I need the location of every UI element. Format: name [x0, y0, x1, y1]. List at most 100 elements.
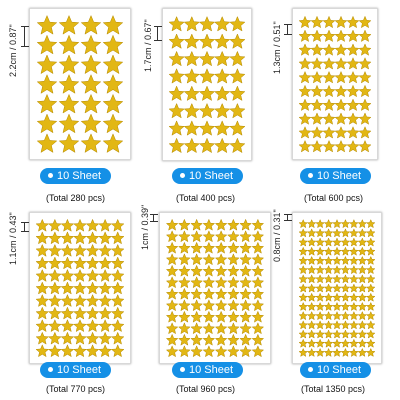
star-sticker-icon	[85, 319, 100, 333]
star-sticker-icon	[334, 15, 348, 29]
star-sticker-icon	[365, 228, 376, 238]
star-sticker-icon	[365, 301, 376, 311]
star-sticker-icon	[251, 310, 265, 323]
star-sticker-icon	[365, 320, 376, 330]
star-sticker-icon	[332, 347, 342, 357]
star-sticker-icon	[251, 241, 265, 254]
star-sticker-icon	[251, 253, 265, 266]
star-sticker-icon	[35, 231, 50, 245]
star-sticker-icon	[98, 344, 112, 358]
sheet-count-badge-3: 10 Sheet	[300, 168, 372, 184]
star-sticker-icon	[298, 15, 312, 29]
star-sticker-icon	[58, 54, 80, 75]
star-sticker-icon	[102, 133, 124, 153]
star-sticker-icon	[227, 299, 240, 312]
star-sticker-icon	[202, 241, 216, 254]
star-sticker-icon	[202, 276, 216, 289]
star-sticker-icon	[168, 137, 185, 154]
total-count-5: (Total 960 pcs)	[176, 384, 236, 394]
star-sticker-icon	[36, 133, 58, 153]
star-sticker-icon	[322, 139, 336, 153]
star-sticker-icon	[36, 54, 58, 75]
star-sticker-icon	[332, 301, 342, 311]
star-sticker-icon	[357, 347, 368, 357]
star-sticker-icon	[298, 274, 309, 284]
star-sticker-icon	[58, 74, 80, 94]
star-sticker-icon	[306, 301, 317, 311]
star-sticker-icon	[251, 230, 265, 243]
star-sticker-icon	[73, 319, 87, 333]
star-sticker-icon	[202, 322, 216, 335]
star-sticker-icon	[60, 306, 75, 320]
star-sticker-icon	[315, 338, 325, 348]
star-sticker-icon	[322, 112, 336, 125]
star-sticker-icon	[239, 287, 252, 300]
total-count-3: (Total 600 pcs)	[304, 193, 364, 203]
star-sticker-icon	[322, 43, 336, 56]
star-sticker-icon	[214, 230, 228, 243]
star-sticker-icon	[323, 347, 334, 357]
star-grid-5	[165, 218, 265, 358]
star-sticker-icon	[214, 50, 231, 67]
star-grid-2	[168, 15, 246, 154]
star-sticker-icon	[214, 102, 231, 119]
star-sticker-icon	[365, 283, 376, 293]
star-sticker-icon	[315, 274, 325, 284]
star-sticker-icon	[227, 264, 240, 277]
star-sticker-icon	[178, 230, 191, 243]
star-sticker-icon	[310, 15, 324, 29]
star-sticker-icon	[332, 283, 342, 293]
star-sticker-icon	[251, 333, 265, 346]
star-sticker-icon	[298, 219, 309, 229]
star-sticker-icon	[85, 256, 100, 270]
star-sticker-icon	[183, 15, 200, 32]
star-sticker-icon	[332, 237, 342, 247]
sheet-count-badge-2: 10 Sheet	[172, 168, 244, 184]
star-sticker-icon	[35, 306, 50, 320]
star-sticker-icon	[323, 338, 334, 348]
star-grid-4	[35, 218, 125, 358]
star-sticker-icon	[110, 306, 125, 320]
star-sticker-icon	[183, 68, 200, 84]
star-sticker-icon	[315, 255, 325, 265]
star-sticker-icon	[190, 253, 203, 266]
star-sticker-icon	[298, 311, 309, 321]
star-sticker-icon	[80, 93, 102, 114]
size-marker-6	[284, 214, 292, 221]
star-sticker-icon	[58, 113, 80, 134]
star-sticker-icon	[98, 218, 112, 232]
star-sticker-icon	[190, 230, 203, 243]
star-sticker-icon	[110, 319, 125, 333]
star-sticker-icon	[357, 246, 368, 256]
star-sticker-icon	[332, 255, 342, 265]
star-sticker-icon	[323, 255, 334, 265]
star-sticker-icon	[73, 256, 87, 270]
star-sticker-icon	[365, 265, 376, 275]
star-sticker-icon	[315, 246, 325, 256]
star-sticker-icon	[110, 256, 125, 270]
star-sticker-icon	[340, 329, 351, 339]
star-sticker-icon	[198, 68, 216, 84]
star-sticker-icon	[298, 338, 309, 348]
star-sticker-icon	[73, 268, 87, 282]
star-sticker-icon	[98, 231, 112, 245]
star-sticker-icon	[102, 54, 124, 75]
star-sticker-icon	[332, 292, 342, 302]
star-sticker-icon	[110, 293, 125, 307]
star-sticker-icon	[315, 329, 325, 339]
star-sticker-icon	[365, 219, 376, 229]
star-sticker-icon	[315, 320, 325, 330]
star-sticker-icon	[306, 265, 317, 275]
star-sticker-icon	[85, 281, 100, 295]
star-sticker-icon	[340, 347, 351, 357]
star-sticker-icon	[340, 338, 351, 348]
star-sticker-icon	[346, 29, 360, 42]
star-sticker-icon	[110, 331, 125, 345]
star-grid-6	[298, 219, 376, 357]
star-sticker-icon	[315, 219, 325, 229]
star-sticker-icon	[35, 218, 50, 232]
star-sticker-icon	[168, 85, 185, 101]
star-sticker-icon	[349, 237, 359, 247]
star-sticker-icon	[80, 54, 102, 75]
star-sticker-icon	[98, 243, 112, 257]
